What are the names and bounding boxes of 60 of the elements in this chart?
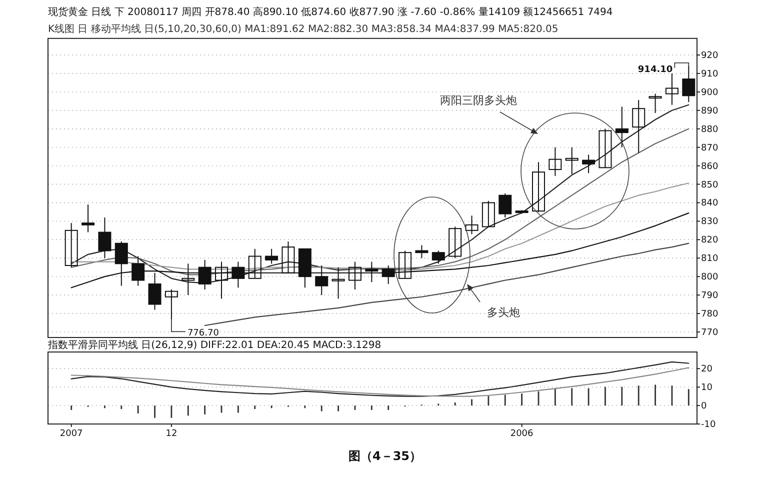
y-tick-label: 870 — [701, 143, 718, 154]
candlestick — [465, 215, 478, 235]
candlestick — [248, 248, 262, 279]
candlestick — [665, 72, 678, 106]
y-tick-label: 770 — [701, 328, 718, 338]
candlestick — [398, 250, 412, 279]
candlestick — [682, 65, 696, 103]
y-tick-label: 810 — [701, 254, 718, 264]
y-tick-label: 910 — [701, 69, 718, 80]
y-tick-label: 890 — [701, 106, 718, 116]
y-tick-label: 920 — [701, 51, 718, 62]
candlestick — [532, 162, 545, 212]
y-tick-label: 850 — [701, 180, 718, 190]
y-tick-label: -10 — [701, 420, 716, 430]
y-tick-label: 790 — [701, 291, 718, 302]
annotation: 两阳三阴多头炮 — [440, 94, 517, 107]
y-tick-label: 900 — [701, 88, 718, 98]
candlestick — [648, 93, 662, 114]
y-tick-label: 820 — [701, 236, 718, 246]
candlestick — [432, 250, 445, 264]
x-tick-label: 2006 — [510, 429, 534, 439]
candlestick — [548, 146, 562, 176]
candlestick — [448, 226, 462, 259]
line-series — [204, 242, 690, 326]
annotation: 776.70 — [187, 328, 220, 339]
candlestick — [615, 106, 628, 148]
candlestick — [598, 128, 612, 168]
annotation: 914.10 — [638, 64, 673, 75]
y-tick-label: 830 — [701, 217, 718, 228]
candlestick — [282, 240, 295, 274]
y-tick-label: 800 — [701, 272, 718, 283]
candlestick — [565, 146, 578, 175]
y-tick-label: 0 — [701, 402, 707, 412]
candlestick — [415, 244, 428, 259]
candlestick — [382, 264, 395, 284]
candlestick — [64, 222, 78, 268]
candlestick — [482, 200, 495, 228]
x-tick-label: 12 — [166, 429, 178, 439]
candlestick — [82, 204, 95, 233]
candlestick — [365, 261, 378, 283]
chart-subtitle: K线图 日 移动平均线 日(5,10,20,30,60,0) MA1:891.62 MA2:882.30 MA3:858.34 MA4:837.99 MA5:820.05 — [48, 23, 558, 35]
text: 图（4－35） — [348, 449, 422, 463]
annotation: 多头炮 — [487, 306, 520, 319]
x-tick-label: 2007 — [60, 429, 83, 439]
candlestick — [498, 192, 512, 218]
y-tick-label: 780 — [701, 310, 718, 320]
candlestick — [632, 100, 646, 154]
chart-title: 现货黄金 日线 下 20080117 周四 开878.40 高890.10 低874.60 收877.90 涨 -7.60 -0.86% 量14109 额12456651 7494 — [48, 6, 613, 18]
line-series — [70, 361, 690, 397]
line-series — [70, 367, 690, 397]
candlestick — [582, 154, 596, 174]
y-tick-label: 10 — [701, 383, 713, 394]
chart-title: 指数平滑异同平均线 日(26,12,9) DIFF:22.01 DEA:20.45 MACD:3.1298 — [47, 339, 382, 351]
y-tick-label: 880 — [701, 124, 718, 135]
y-tick-label: 20 — [701, 364, 713, 375]
candlestick — [265, 248, 278, 264]
y-tick-label: 840 — [701, 198, 718, 209]
y-tick-label: 860 — [701, 162, 718, 172]
candlestick — [98, 216, 112, 259]
candlestick — [164, 288, 178, 320]
